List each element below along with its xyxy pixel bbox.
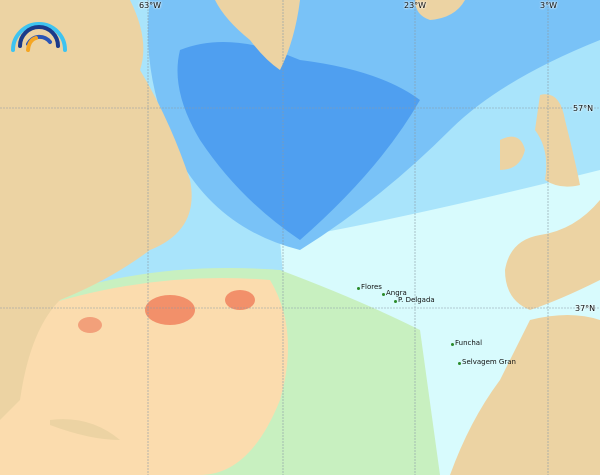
- place-selvagem-gran[interactable]: Selvagem Gran: [458, 358, 516, 366]
- ocean-hot-spot: [145, 295, 195, 325]
- latitude-label: 57°N: [573, 104, 594, 113]
- land-great-britain: [535, 94, 580, 187]
- longitude-label: 3°W: [540, 1, 557, 10]
- land-europe: [505, 200, 600, 310]
- wave-arcs-logo-icon: [11, 22, 67, 52]
- latitude-label: 37°N: [575, 304, 596, 313]
- place-flores[interactable]: Flores: [357, 283, 382, 291]
- land-north-america: [0, 0, 192, 420]
- land-africa: [450, 315, 600, 475]
- place-angra[interactable]: Angra: [382, 289, 407, 297]
- place-p-delgada[interactable]: P. Delgada: [394, 296, 435, 304]
- ocean-hot-spot: [78, 317, 102, 333]
- land-iceland: [415, 0, 465, 20]
- ocean-hot-spot: [225, 290, 255, 310]
- place-funchal[interactable]: Funchal: [450, 339, 483, 347]
- land-cuba: [50, 419, 120, 440]
- land-ireland: [500, 136, 525, 170]
- longitude-label: 63°W: [139, 1, 162, 10]
- land-greenland: [215, 0, 300, 70]
- longitude-label: 23°W: [404, 1, 427, 10]
- ocean-deep-cold-region: [177, 42, 420, 240]
